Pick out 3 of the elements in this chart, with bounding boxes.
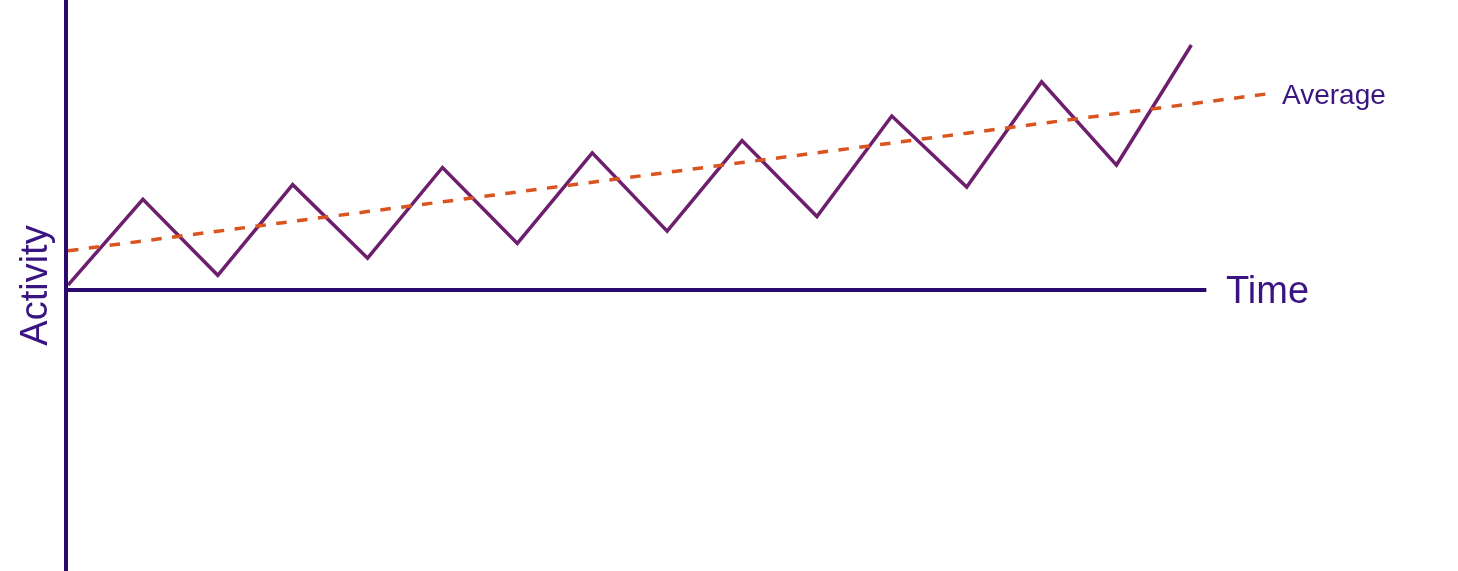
series-label: Average [1282, 79, 1386, 110]
y-axis-title: Activity [12, 225, 55, 346]
x-axis-title: Time [1226, 269, 1310, 311]
